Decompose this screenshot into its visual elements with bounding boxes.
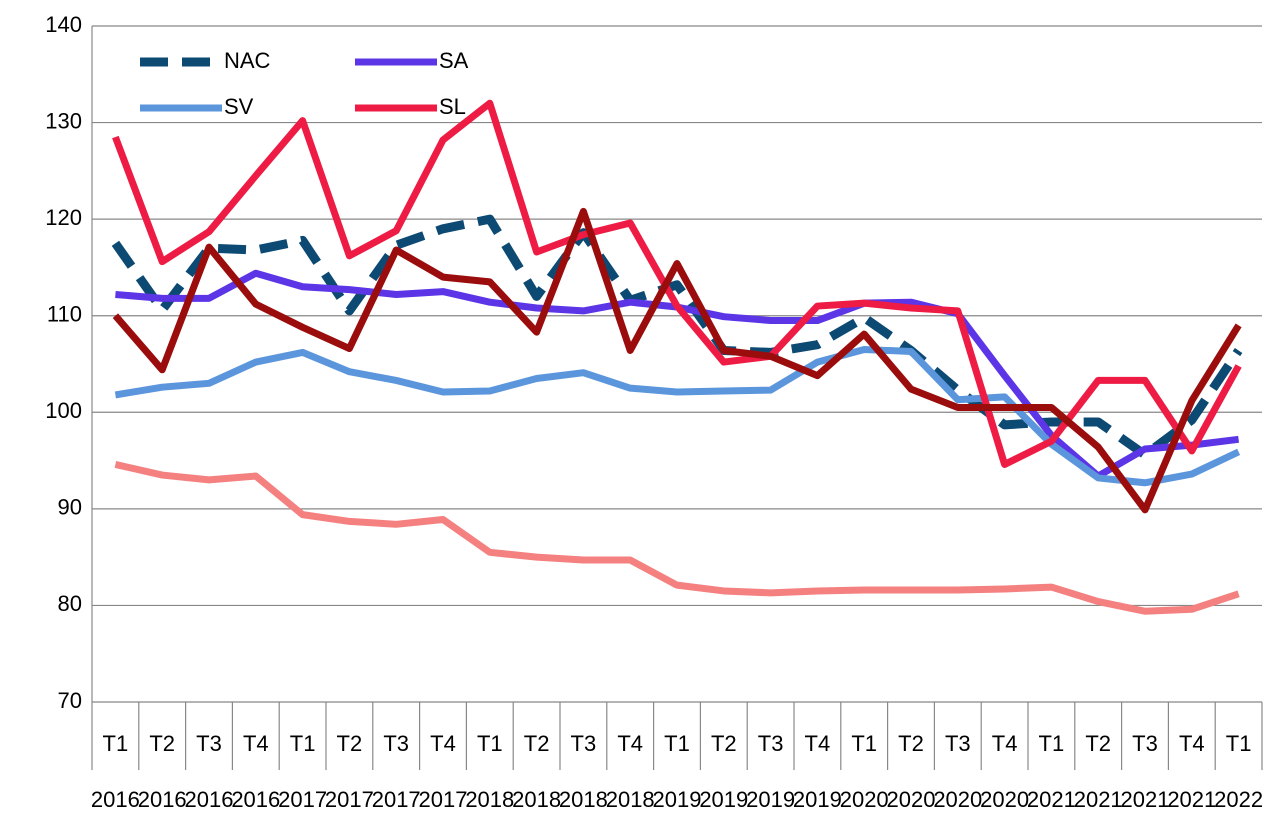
x-tick-label: T1 [103, 731, 129, 756]
series-line [114, 461, 1240, 615]
x-group-label: 2020 [887, 787, 936, 812]
x-group-label: 2017 [278, 787, 327, 812]
x-tick-label: T4 [430, 731, 456, 756]
x-tick-label: T3 [1132, 731, 1158, 756]
y-tick-label: 130 [45, 108, 82, 133]
series-line [112, 207, 1242, 514]
x-group-label: 2020 [840, 787, 889, 812]
x-group-label: 2019 [699, 787, 748, 812]
y-tick-label: 80 [58, 591, 82, 616]
x-tick-label: T1 [664, 731, 690, 756]
x-tick-label: T1 [477, 731, 503, 756]
y-tick-label: 120 [45, 205, 82, 230]
y-tick-label: 100 [45, 398, 82, 423]
x-group-label: 2017 [325, 787, 374, 812]
x-group-label: 2020 [980, 787, 1029, 812]
x-group-label: 2020 [933, 787, 982, 812]
x-tick-label: T1 [1226, 731, 1252, 756]
x-tick-label: T1 [851, 731, 877, 756]
x-group-label: 2016 [185, 787, 234, 812]
x-tick-label: T2 [337, 731, 363, 756]
legend-label: NAC [224, 48, 271, 73]
x-group-label: 2018 [465, 787, 514, 812]
x-group-label: 2021 [1121, 787, 1170, 812]
x-tick-label: T4 [1179, 731, 1205, 756]
x-tick-label: T3 [383, 731, 409, 756]
x-tick-label: T2 [711, 731, 737, 756]
x-tick-label: T3 [758, 731, 784, 756]
x-tick-label: T4 [617, 731, 643, 756]
x-group-label: 2021 [1167, 787, 1216, 812]
x-group-label: 2016 [138, 787, 187, 812]
x-tick-label: T2 [1085, 731, 1111, 756]
x-group-label: 2018 [606, 787, 655, 812]
y-tick-label: 70 [58, 688, 82, 713]
series-line [112, 99, 1242, 468]
x-tick-label: T2 [898, 731, 924, 756]
legend-label: SA [439, 48, 469, 73]
x-group-label: 2016 [231, 787, 280, 812]
x-group-label: 2018 [559, 787, 608, 812]
x-group-label: 2021 [1027, 787, 1076, 812]
legend-label: SV [224, 94, 254, 119]
x-group-label: 2019 [746, 787, 795, 812]
x-tick-label: T4 [992, 731, 1018, 756]
x-tick-label: T2 [524, 731, 550, 756]
x-group-label: 2021 [1074, 787, 1123, 812]
x-group-label: 2019 [793, 787, 842, 812]
x-tick-label: T3 [196, 731, 222, 756]
x-group-label: 2017 [419, 787, 468, 812]
x-tick-label: T1 [290, 731, 316, 756]
x-group-label: 2022 [1214, 787, 1263, 812]
x-tick-label: T4 [805, 731, 831, 756]
x-tick-label: T3 [571, 731, 597, 756]
y-tick-label: 90 [58, 495, 82, 520]
x-tick-label: T2 [149, 731, 175, 756]
x-tick-label: T1 [1039, 731, 1065, 756]
x-group-label: 2018 [512, 787, 561, 812]
x-group-label: 2017 [372, 787, 421, 812]
legend-label: SL [439, 94, 466, 119]
y-tick-label: 140 [45, 12, 82, 37]
x-tick-label: T4 [243, 731, 269, 756]
x-group-label: 2016 [91, 787, 140, 812]
y-tick-label: 110 [47, 302, 82, 327]
x-group-label: 2019 [653, 787, 702, 812]
series-line [111, 214, 1243, 460]
x-tick-label: T3 [945, 731, 971, 756]
